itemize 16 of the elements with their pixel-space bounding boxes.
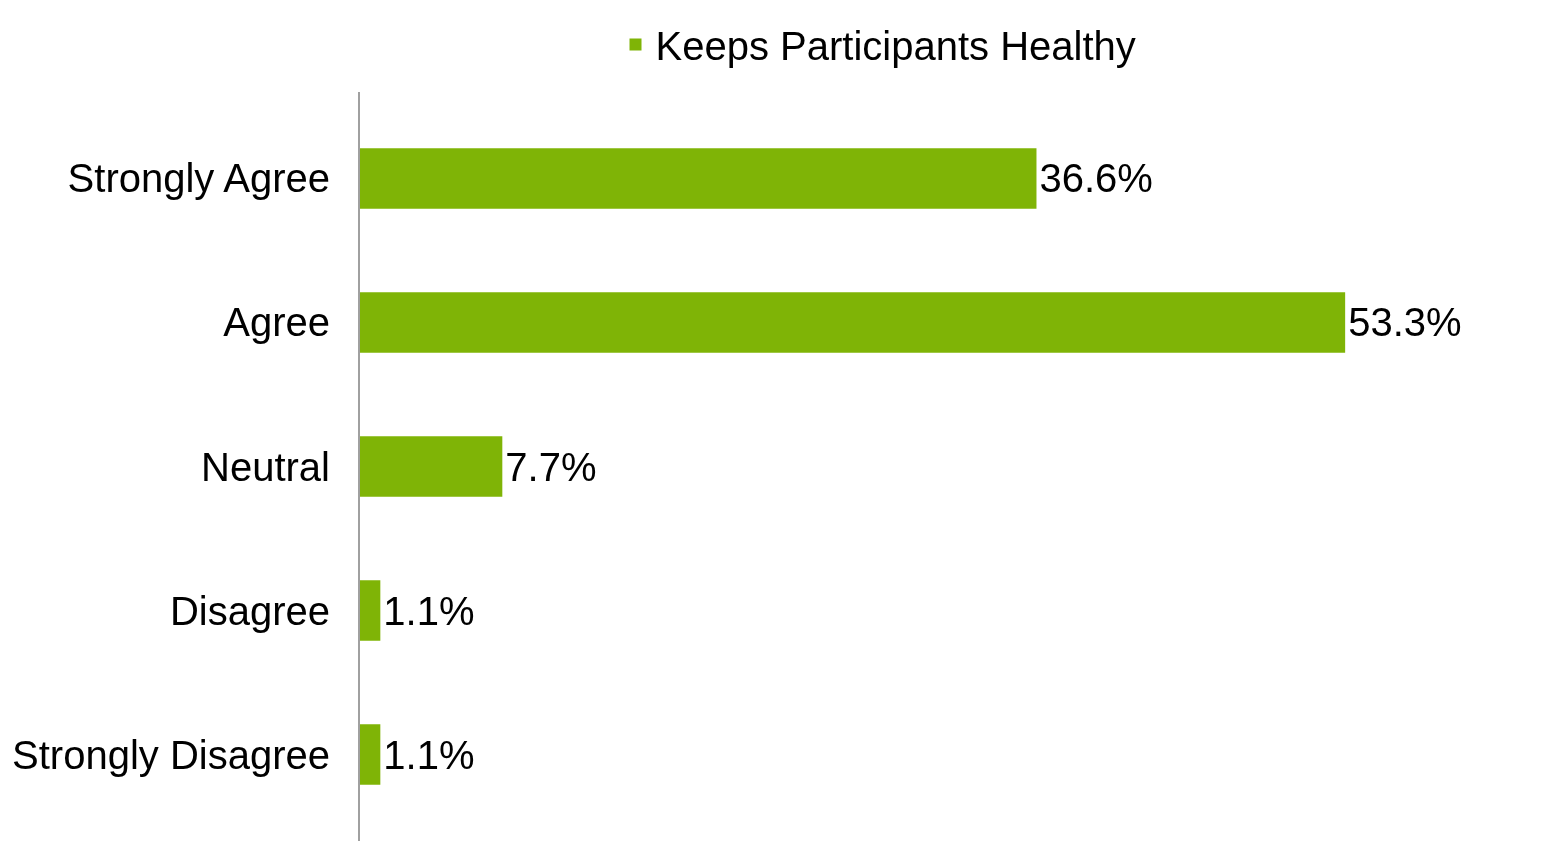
bar <box>360 580 381 641</box>
y-tick-label: Neutral <box>201 444 330 489</box>
data-label: 53.3% <box>1348 300 1462 345</box>
data-label: 1.1% <box>383 588 475 633</box>
y-tick-label: Disagree <box>169 588 330 633</box>
bar <box>360 292 1346 353</box>
bar <box>360 436 503 497</box>
bar <box>360 148 1037 209</box>
y-tick-label: Agree <box>223 300 330 345</box>
y-tick-label: Strongly Agree <box>67 156 330 201</box>
bar <box>360 724 381 785</box>
y-tick-label: Strongly Disagree <box>12 732 330 777</box>
data-label: 1.1% <box>383 732 475 777</box>
legend-label: Keeps Participants Healthy <box>655 24 1136 69</box>
data-label: 36.6% <box>1039 156 1153 201</box>
data-label: 7.7% <box>505 444 597 489</box>
